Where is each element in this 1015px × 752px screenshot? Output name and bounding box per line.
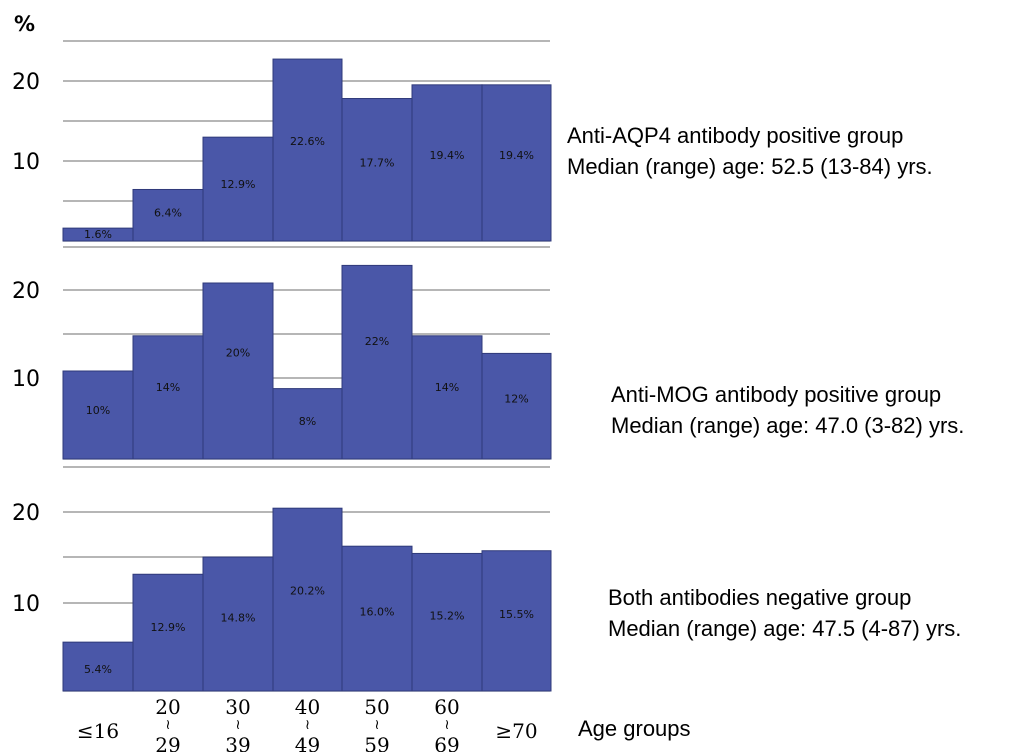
annotation-negative: Both antibodies negative group Median (r… <box>608 582 961 644</box>
bar <box>272 507 343 692</box>
x-tick-label: 69 <box>434 733 459 752</box>
bar-value-label: 17.7% <box>360 157 395 170</box>
x-tick-range-mark: ≀ <box>165 717 170 733</box>
annotation-negative-group: Both antibodies negative group <box>608 585 912 610</box>
bar-value-label: 12% <box>504 392 528 405</box>
x-tick-label: 49 <box>295 733 320 752</box>
bar <box>132 573 204 692</box>
bar <box>411 335 483 460</box>
x-tick-label: ≥70 <box>495 719 537 743</box>
bar-value-label: 10% <box>86 404 110 417</box>
bar-value-label: 15.2% <box>430 609 465 622</box>
bar <box>272 388 343 460</box>
x-tick-label: 40 <box>295 695 320 719</box>
bar-value-label: 15.5% <box>499 608 534 621</box>
bar <box>481 84 552 242</box>
x-tick-range-mark: ≀ <box>235 717 240 733</box>
bar-value-label: 19.4% <box>430 149 465 162</box>
bar <box>341 98 413 242</box>
bar-value-label: 16.0% <box>360 605 395 618</box>
bar <box>132 335 204 460</box>
x-tick-label: 59 <box>364 733 389 752</box>
bar-value-label: 14.8% <box>221 611 256 624</box>
annotation-aqp4-median: Median (range) age: 52.5 (13-84) yrs. <box>567 154 933 179</box>
bar <box>411 84 483 242</box>
bar-value-label: 6.4% <box>154 207 182 220</box>
bar <box>202 556 274 692</box>
x-tick-label: 30 <box>225 695 250 719</box>
bar <box>341 264 413 460</box>
y-unit-label: % <box>14 12 36 36</box>
ytick-label: 20 <box>12 70 40 95</box>
x-tick-label: ≤16 <box>77 719 119 743</box>
x-tick-range-mark: ≀ <box>305 717 310 733</box>
bar <box>411 552 483 692</box>
x-tick-label: 20 <box>155 695 180 719</box>
x-tick-label: 60 <box>434 695 459 719</box>
ytick-label: 10 <box>12 150 40 175</box>
x-tick-range-mark: ≀ <box>444 717 449 733</box>
bar <box>202 136 274 242</box>
annotation-aqp4: Anti-AQP4 antibody positive group Median… <box>567 120 933 182</box>
ytick-label: 10 <box>12 367 40 392</box>
bar-value-label: 20% <box>226 347 250 360</box>
x-tick-label: 39 <box>225 733 250 752</box>
bar <box>481 550 552 692</box>
bar-value-label: 12.9% <box>221 178 256 191</box>
bar-value-label: 12.9% <box>151 621 186 634</box>
x-tick-label: 29 <box>155 733 180 752</box>
ytick-label: 20 <box>12 501 40 526</box>
bar <box>62 641 134 692</box>
ytick-label: 20 <box>12 279 40 304</box>
bar-value-label: 22.6% <box>290 135 325 148</box>
bar-value-label: 1.6% <box>84 228 112 241</box>
annotation-aqp4-group: Anti-AQP4 antibody positive group <box>567 123 904 148</box>
bar <box>202 282 274 460</box>
bar-value-label: 22% <box>365 335 389 348</box>
bar-value-label: 19.4% <box>499 149 534 162</box>
ytick-label: 10 <box>12 592 40 617</box>
bar <box>341 545 413 692</box>
bar <box>481 352 552 460</box>
annotation-mog-group: Anti-MOG antibody positive group <box>611 382 942 407</box>
bar <box>272 58 343 242</box>
bar-value-label: 8% <box>299 415 316 428</box>
x-axis-label: Age groups <box>578 716 691 741</box>
bar-value-label: 5.4% <box>84 663 112 676</box>
annotation-negative-median: Median (range) age: 47.5 (4-87) yrs. <box>608 616 962 641</box>
annotation-mog-median: Median (range) age: 47.0 (3-82) yrs. <box>611 413 965 438</box>
bar-value-label: 14% <box>156 381 180 394</box>
bar-value-label: 14% <box>435 381 459 394</box>
x-tick-label: 50 <box>364 695 389 719</box>
x-tick-range-mark: ≀ <box>374 717 379 733</box>
annotation-mog: Anti-MOG antibody positive group Median … <box>611 379 964 441</box>
bar-value-label: 20.2% <box>290 584 325 597</box>
